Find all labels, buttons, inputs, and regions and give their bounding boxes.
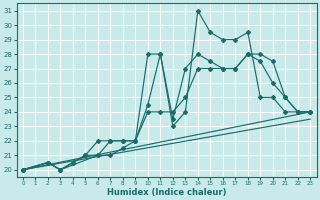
X-axis label: Humidex (Indice chaleur): Humidex (Indice chaleur)	[107, 188, 226, 197]
